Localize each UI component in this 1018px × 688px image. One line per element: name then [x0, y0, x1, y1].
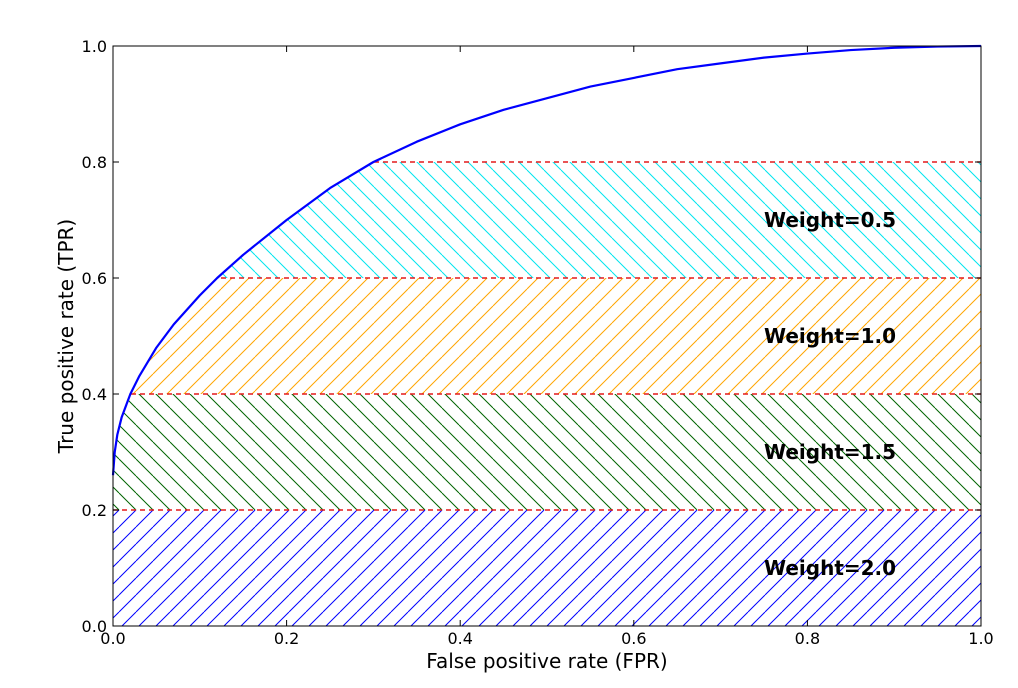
roc-curves: [111, 44, 982, 476]
y-tick-label: 1.0: [82, 37, 107, 56]
band-weight-2-0: [113, 510, 981, 626]
band-label: Weight=0.5: [764, 208, 896, 232]
x-tick-label: 0.0: [100, 629, 125, 648]
axis-ticks: 0.0 0.2 0.4 0.6 0.8 1.0 0.0 0.2 0.4 0.6 0.8 1.0: [82, 37, 994, 648]
band-label: Weight=1.5: [764, 440, 896, 464]
x-tick-label: 0.6: [621, 629, 646, 648]
weight-bands: [113, 162, 981, 626]
y-tick-label: 0.2: [82, 501, 107, 520]
threshold-lines: [113, 161, 981, 511]
y-tick-label: 0.6: [82, 269, 107, 288]
y-tick-label: 0.4: [82, 385, 107, 404]
band-label: Weight=2.0: [764, 556, 896, 580]
band-weight-1-0: [113, 278, 981, 394]
x-tick-label: 0.4: [447, 629, 472, 648]
y-axis-label: True positive rate (TPR): [54, 219, 78, 454]
x-tick-label: 1.0: [968, 629, 993, 648]
band-label: Weight=1.0: [764, 324, 896, 348]
roc-curve-line: [111, 44, 982, 476]
x-tick-label: 0.2: [274, 629, 299, 648]
x-tick-label: 0.8: [795, 629, 820, 648]
y-tick-label: 0.0: [82, 617, 107, 636]
roc-curve-mask: [113, 46, 981, 476]
y-tick-label: 0.8: [82, 153, 107, 172]
x-axis-label: False positive rate (FPR): [426, 649, 667, 673]
plot-frame: [112, 45, 982, 627]
band-labels: Weight=2.0 Weight=1.5 Weight=1.0 Weight=0.5: [764, 208, 896, 580]
band-weight-1-5: [113, 394, 981, 510]
